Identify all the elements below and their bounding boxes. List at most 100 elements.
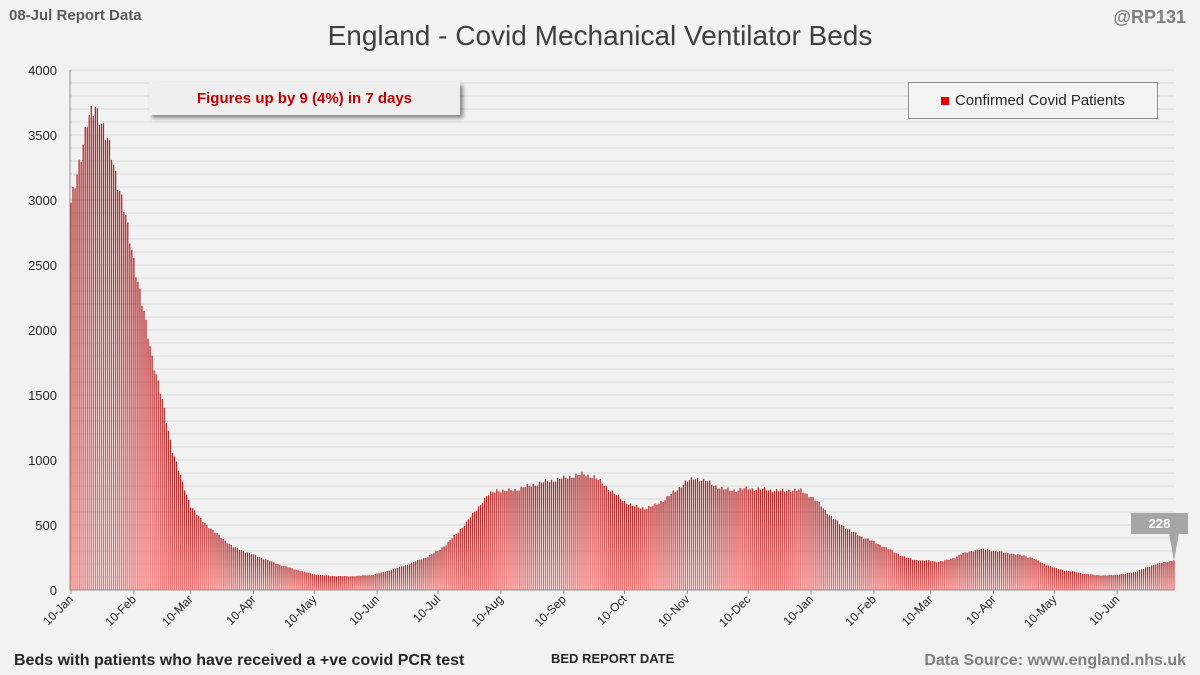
bar	[782, 488, 784, 590]
bar	[625, 504, 628, 590]
bar	[228, 543, 230, 590]
bar	[112, 164, 115, 590]
bar	[1124, 573, 1126, 590]
bar	[210, 528, 212, 590]
bar	[473, 511, 476, 590]
bar	[242, 551, 244, 590]
bar	[794, 488, 796, 590]
bar	[502, 489, 504, 590]
bar	[796, 490, 798, 590]
bar	[812, 496, 814, 590]
bar	[546, 481, 549, 590]
bar	[587, 474, 589, 590]
bar	[1003, 552, 1005, 590]
bar	[932, 561, 934, 590]
bar	[110, 159, 113, 590]
bar	[840, 525, 843, 590]
bar	[609, 491, 611, 590]
bar	[544, 479, 547, 590]
bar	[893, 552, 895, 590]
bar	[690, 477, 693, 590]
x-tick-label: 10-Jun	[1086, 592, 1122, 628]
bar	[1076, 572, 1078, 590]
bar	[567, 478, 569, 590]
bar	[447, 541, 449, 590]
bar	[632, 505, 634, 590]
bar	[905, 557, 907, 590]
bar	[996, 551, 999, 590]
bar	[1167, 562, 1169, 590]
bar	[980, 548, 983, 590]
bar	[773, 491, 776, 590]
bar	[1078, 572, 1080, 590]
bar	[281, 565, 283, 590]
bar	[127, 222, 129, 590]
bar	[915, 559, 918, 590]
bar	[617, 494, 620, 590]
bar	[573, 477, 575, 590]
bar	[605, 485, 607, 590]
bar	[208, 528, 210, 590]
bar	[423, 558, 425, 590]
bar	[321, 575, 324, 590]
bar	[380, 572, 382, 590]
x-tick-label: 10-Jul	[410, 592, 443, 625]
bar	[743, 488, 745, 590]
bar	[335, 576, 338, 590]
bar	[1155, 564, 1157, 590]
bar	[907, 557, 910, 590]
bar	[1138, 570, 1141, 590]
bar	[938, 562, 940, 590]
bar	[384, 572, 386, 590]
x-tick-label: 10-Nov	[655, 592, 692, 629]
bar	[761, 488, 764, 590]
bar	[1146, 566, 1149, 590]
bar	[153, 370, 155, 590]
bar	[325, 575, 328, 590]
bar	[686, 481, 689, 590]
bar	[471, 512, 474, 590]
bar	[534, 485, 536, 590]
bar	[814, 500, 816, 590]
legend-swatch	[940, 96, 949, 105]
bar	[1063, 570, 1066, 590]
bar	[451, 538, 453, 590]
bar	[163, 407, 165, 590]
bar	[877, 544, 879, 590]
bar	[1118, 574, 1120, 590]
bar	[530, 486, 532, 590]
bar	[149, 346, 151, 590]
bar	[1096, 575, 1098, 590]
bar	[859, 535, 861, 590]
bar	[984, 549, 987, 590]
x-tick-label: 10-Jan	[780, 592, 816, 628]
bar	[542, 482, 545, 590]
bar	[358, 575, 360, 590]
bar	[1069, 571, 1072, 590]
bar	[248, 552, 251, 590]
bar	[952, 558, 954, 590]
bar	[129, 243, 131, 590]
bar	[246, 552, 249, 590]
legend: Confirmed Covid Patients	[908, 82, 1158, 119]
bar	[244, 552, 247, 590]
bar-series	[70, 105, 1175, 591]
bar	[1041, 562, 1043, 590]
bar	[518, 490, 520, 590]
bar	[131, 249, 133, 590]
bar	[986, 549, 989, 590]
bar	[1074, 571, 1076, 590]
bar	[92, 116, 94, 590]
bar	[863, 538, 865, 590]
bar	[516, 490, 518, 590]
bar	[806, 493, 808, 590]
bar	[1088, 574, 1090, 590]
bar	[739, 487, 741, 590]
bar	[200, 517, 202, 590]
bar	[327, 575, 330, 590]
bar	[1116, 574, 1118, 590]
bar	[265, 559, 267, 590]
bar	[942, 561, 944, 590]
bar	[508, 488, 510, 590]
bar	[348, 576, 350, 590]
